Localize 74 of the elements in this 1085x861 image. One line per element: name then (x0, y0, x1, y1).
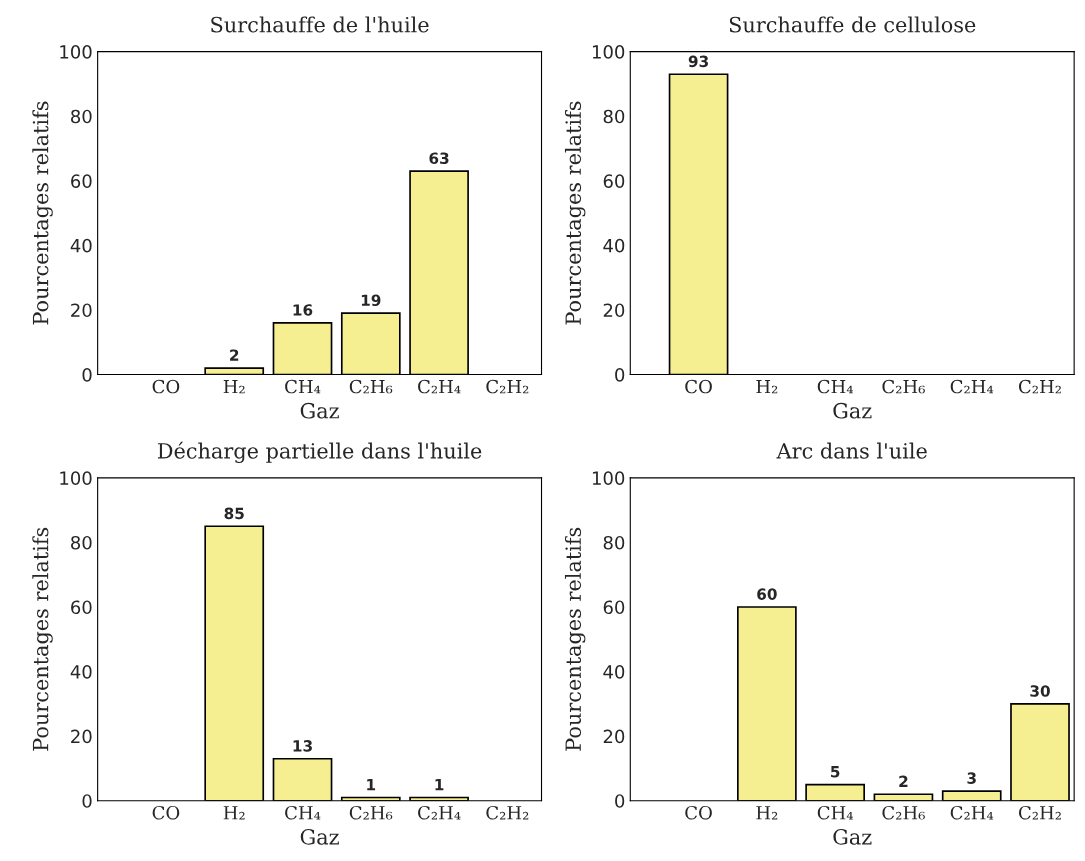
data-label: 63 (429, 152, 449, 164)
x-axis-title: Gaz (833, 828, 872, 845)
y-axis-title: Pourcentages relatifs (564, 101, 586, 325)
x-tick-label: CO (685, 379, 712, 394)
y-tick-label: 60 (71, 600, 92, 615)
x-tick-label: C₂H₄ (950, 379, 994, 394)
x-tick-label: CH₄ (285, 379, 321, 394)
x-tick-label: CH₄ (285, 805, 321, 820)
data-label: 85 (224, 507, 244, 520)
y-tick-label: 0 (615, 367, 625, 382)
y-tick-label: 100 (592, 471, 625, 485)
x-tick-label: C₂H₂ (1019, 805, 1061, 820)
x-tick-label: C₂H₂ (486, 379, 529, 394)
data-label: 2 (899, 775, 908, 787)
x-tick-label: H₂ (223, 806, 245, 820)
y-tick-label: 0 (82, 367, 92, 382)
x-tick-label: CO (152, 379, 180, 394)
x-tick-label: C₂H₂ (1019, 379, 1061, 394)
x-tick-label: C₂H₄ (418, 805, 461, 820)
data-label: 3 (967, 772, 976, 784)
data-label: 5 (831, 766, 840, 778)
y-tick-label: 40 (70, 665, 92, 679)
y-tick-label: 40 (70, 238, 92, 253)
data-label: 1 (367, 779, 376, 791)
y-tick-label: 80 (71, 109, 92, 124)
y-tick-label: 80 (71, 535, 92, 550)
y-tick-label: 20 (603, 303, 625, 318)
x-tick-label: H₂ (756, 379, 778, 394)
data-label: 13 (293, 740, 312, 752)
data-label: 2 (230, 349, 239, 361)
x-axis-title: Gaz (300, 402, 339, 419)
x-axis-title: Gaz (300, 828, 339, 845)
y-tick-label: 20 (71, 303, 92, 318)
y-tick-label: 100 (592, 45, 625, 59)
x-tick-label: CH₄ (817, 805, 853, 820)
x-tick-label: H₂ (756, 806, 778, 820)
x-tick-label: CO (685, 805, 712, 820)
chart-title: Décharge partielle dans l'huile (157, 441, 482, 464)
x-tick-label: C₂H₆ (882, 379, 925, 394)
x-tick-label: CO (152, 805, 180, 820)
y-tick-label: 20 (603, 729, 625, 744)
y-tick-label: 60 (603, 174, 625, 188)
chart-title: Surchauffe de l'huile (211, 16, 429, 33)
y-tick-label: 40 (603, 238, 625, 253)
data-label: 19 (361, 294, 381, 307)
y-tick-label: 20 (71, 729, 92, 744)
y-axis-title: Pourcentages relatifs (32, 101, 53, 325)
y-tick-label: 0 (615, 794, 625, 808)
y-tick-label: 80 (603, 109, 625, 124)
y-axis-title: Pourcentages relatifs (32, 527, 53, 751)
y-tick-label: 80 (603, 535, 625, 550)
y-tick-label: 100 (60, 45, 92, 59)
y-tick-label: 60 (71, 174, 92, 188)
chart-title: Arc dans l'uile (776, 442, 927, 459)
x-tick-label: C₂H₄ (950, 805, 994, 820)
data-label: 93 (688, 55, 708, 68)
x-tick-label: H₂ (223, 379, 245, 394)
data-label: 30 (1030, 685, 1050, 697)
y-tick-label: 40 (603, 665, 625, 679)
x-axis-title: Gaz (833, 402, 872, 419)
x-tick-label: C₂H₆ (882, 805, 925, 820)
x-tick-label: C₂H₆ (349, 805, 393, 820)
x-tick-label: C₂H₂ (486, 805, 529, 820)
y-axis-title: Pourcentages relatifs (564, 527, 586, 751)
x-tick-label: CH₄ (817, 379, 853, 394)
chart-title: Surchauffe de cellulose (729, 16, 976, 33)
y-tick-label: 100 (60, 471, 92, 485)
data-label: 1 (435, 779, 444, 791)
data-label: 16 (293, 304, 313, 316)
x-tick-label: C₂H₄ (418, 379, 461, 394)
data-label: 60 (757, 588, 777, 600)
x-tick-label: C₂H₆ (349, 379, 393, 394)
y-tick-label: 60 (603, 600, 625, 615)
y-tick-label: 0 (82, 794, 92, 808)
